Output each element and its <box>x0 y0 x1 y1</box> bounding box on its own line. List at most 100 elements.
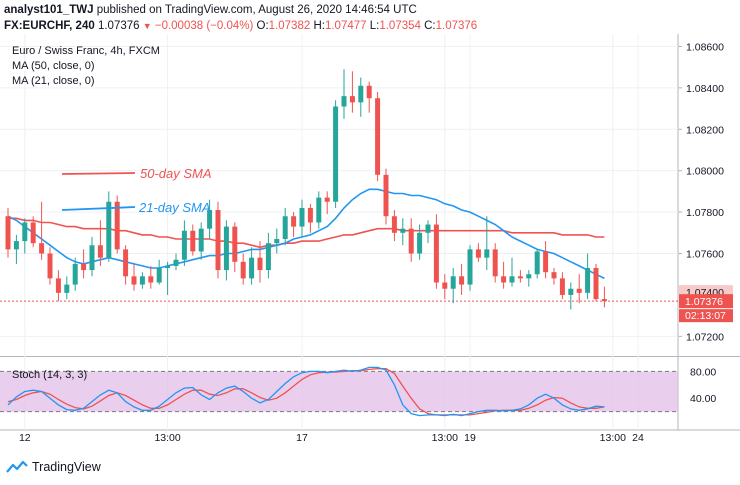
ohlc-line: FX:EURCHF, 240 1.07376 ▼ −0.00038 (−0.04… <box>4 18 477 34</box>
candle-body <box>593 268 599 300</box>
candle-body <box>551 272 557 279</box>
high-label: H: <box>313 20 325 32</box>
candle-body <box>316 197 322 223</box>
candle-body <box>366 85 372 99</box>
sma21-annotation: 21-day SMA <box>138 200 211 215</box>
candle <box>89 236 95 277</box>
candle-body <box>442 282 448 289</box>
candle-body <box>223 226 229 271</box>
candle <box>64 276 70 300</box>
last-price-label: 1.07376 <box>685 296 723 308</box>
candle-body <box>576 288 582 293</box>
candle <box>568 282 574 310</box>
candle <box>492 243 498 283</box>
candle <box>366 81 372 113</box>
candle <box>139 272 145 289</box>
candle-body <box>543 251 549 273</box>
candle-body <box>425 224 431 233</box>
candle <box>22 218 28 254</box>
legend-title: Euro / Swiss Franc, 4h, FXCM <box>12 45 160 57</box>
candle <box>123 245 129 285</box>
countdown-badge <box>679 309 733 323</box>
candle <box>383 168 389 225</box>
tradingview-logo-icon <box>6 460 28 473</box>
candle-body <box>509 276 515 283</box>
candle-body <box>156 268 162 283</box>
candle <box>358 77 364 117</box>
price-tick-label: 1.08000 <box>686 166 724 178</box>
chart-header: analyst101_TWJ published on TradingView.… <box>4 2 477 34</box>
candle-body <box>601 299 607 302</box>
candle <box>165 261 171 295</box>
candle <box>249 247 255 285</box>
candle-body <box>375 98 381 175</box>
candle <box>181 220 187 266</box>
price-change: −0.00038 (−0.04%) <box>154 20 254 32</box>
down-triangle-icon: ▼ <box>142 21 152 31</box>
time-tick-label: 13:00 <box>154 432 180 444</box>
legend-ma21[interactable]: MA (21, close, 0) <box>12 75 95 87</box>
candle-body <box>585 268 591 293</box>
candle-body <box>139 276 145 285</box>
candle-body <box>568 288 574 295</box>
author-name[interactable]: analyst101_TWJ <box>4 4 94 16</box>
price-axis[interactable]: 1.08600 1.08400 1.08200 1.08000 1.07800 1.076… <box>678 41 733 343</box>
footer[interactable]: TradingView <box>6 460 101 474</box>
candle-body <box>106 201 112 258</box>
sma21-line <box>7 188 605 280</box>
time-tick-label: 13:00 <box>432 432 458 444</box>
candle-body <box>22 222 28 242</box>
time-tick-label: 12 <box>19 432 31 444</box>
candle-body <box>131 276 137 285</box>
candle <box>551 268 557 285</box>
candle-body <box>47 253 53 279</box>
price-tick-label: 1.08400 <box>686 83 724 95</box>
candle-body <box>89 245 95 271</box>
candle-body <box>475 249 481 258</box>
candle <box>223 220 229 281</box>
candle <box>333 100 339 208</box>
candle <box>324 191 330 215</box>
candle-body <box>282 216 288 240</box>
candle <box>517 270 523 283</box>
symbol-label: FX:EURCHF, 240 <box>4 20 95 32</box>
stoch-legend[interactable]: Stoch (14, 3, 3) <box>12 369 88 381</box>
candle-body <box>123 249 129 277</box>
sma50-series <box>8 217 605 249</box>
sma21-series <box>7 188 605 280</box>
candle-body <box>81 263 87 271</box>
candle <box>114 195 120 254</box>
candle-body <box>165 265 171 269</box>
candle <box>47 247 53 285</box>
candle <box>417 224 423 260</box>
time-tick-label: 13:00 <box>600 432 626 444</box>
candle <box>72 257 78 291</box>
candle <box>543 241 549 279</box>
candle-body <box>358 85 364 103</box>
candle-body <box>517 276 523 279</box>
publish-info: published on TradingView.com, August 26,… <box>93 4 417 16</box>
open-label: O: <box>256 20 269 32</box>
candle <box>408 218 414 262</box>
candle-body <box>534 251 540 275</box>
time-tick-label: 17 <box>296 432 308 444</box>
candle-body <box>30 222 36 244</box>
candle-body <box>459 276 465 285</box>
candle <box>55 270 61 302</box>
annotations: 50-day SMA 21-day SMA <box>61 166 212 215</box>
candle-body <box>307 207 313 223</box>
candle <box>97 220 103 266</box>
candle-body <box>501 276 507 283</box>
candle-body <box>13 241 19 250</box>
candle-body <box>39 243 45 254</box>
candle-body <box>492 249 498 277</box>
candle-body <box>274 239 280 244</box>
low-label: L: <box>369 20 380 32</box>
legend-ma50[interactable]: MA (50, close, 0) <box>12 60 95 72</box>
candle <box>450 268 456 304</box>
candle-body <box>97 245 103 258</box>
candle <box>156 259 162 285</box>
candle <box>307 203 313 233</box>
